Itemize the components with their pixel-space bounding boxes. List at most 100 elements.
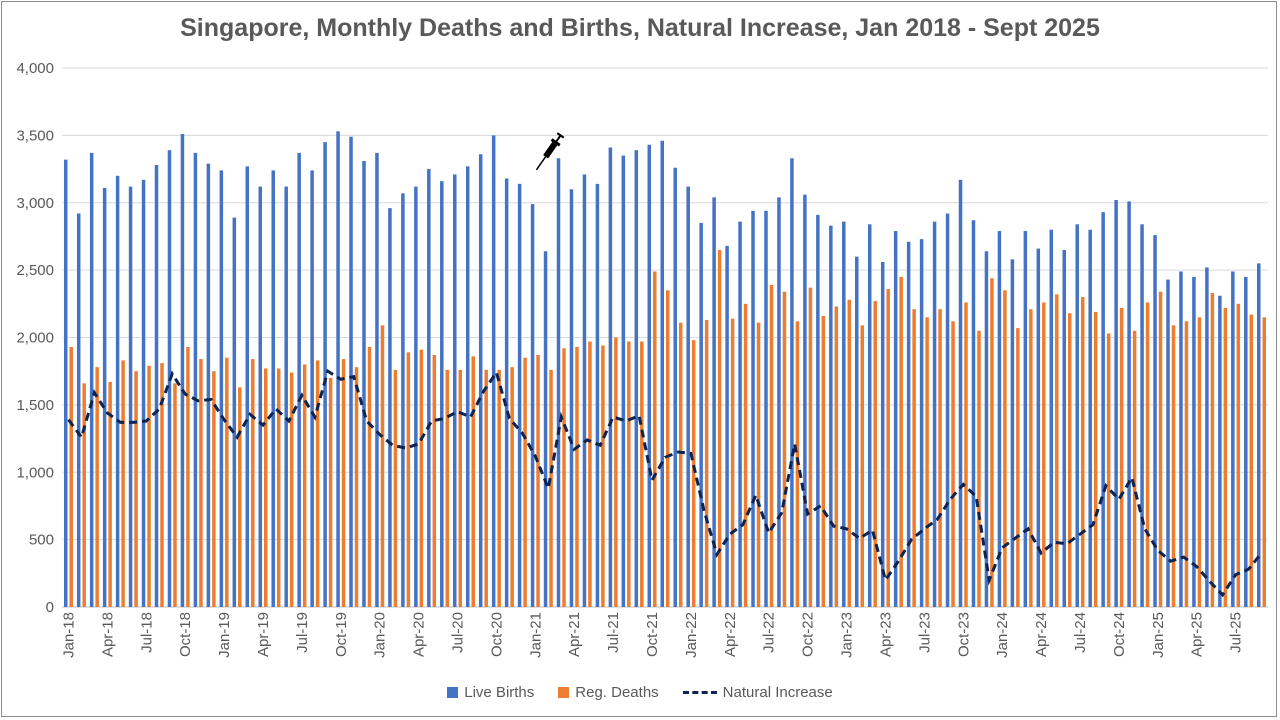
x-tick-label: Apr-25 bbox=[1189, 612, 1206, 657]
bar-live-births bbox=[388, 208, 392, 607]
bar-live-births bbox=[375, 152, 379, 607]
bar-reg-deaths bbox=[808, 287, 813, 607]
x-tick-label: Jan-24 bbox=[994, 612, 1011, 658]
bar-reg-deaths bbox=[497, 369, 501, 607]
bar-reg-deaths bbox=[1145, 302, 1150, 607]
bar-live-births bbox=[764, 210, 768, 607]
y-tick-label: 2,500 bbox=[16, 262, 54, 279]
bar-live-births bbox=[63, 159, 68, 607]
x-tick-label: Jan-19 bbox=[216, 612, 233, 658]
bar-live-births bbox=[1231, 271, 1235, 607]
bar-reg-deaths bbox=[1106, 333, 1111, 607]
bar-reg-deaths bbox=[1210, 293, 1215, 607]
bar-live-births bbox=[582, 174, 587, 607]
bar-reg-deaths bbox=[134, 371, 138, 607]
bar-live-births bbox=[932, 221, 937, 608]
bar-reg-deaths bbox=[367, 346, 372, 607]
bar-live-births bbox=[349, 136, 353, 607]
bar-reg-deaths bbox=[575, 346, 579, 607]
bar-reg-deaths bbox=[704, 319, 709, 607]
bar-reg-deaths bbox=[1119, 307, 1124, 607]
bar-reg-deaths bbox=[549, 369, 553, 607]
bar-reg-deaths bbox=[1184, 321, 1189, 607]
bar-reg-deaths bbox=[315, 360, 320, 607]
bar-reg-deaths bbox=[730, 318, 735, 607]
bar-reg-deaths bbox=[691, 340, 696, 607]
bar-reg-deaths bbox=[756, 322, 761, 607]
bar-reg-deaths bbox=[614, 337, 618, 607]
bar-live-births bbox=[141, 179, 146, 607]
bar-reg-deaths bbox=[484, 369, 488, 607]
bar-live-births bbox=[673, 167, 677, 607]
bar-live-births bbox=[543, 251, 548, 607]
bar-reg-deaths bbox=[471, 356, 475, 607]
bar-reg-deaths bbox=[225, 357, 229, 607]
bar-reg-deaths bbox=[458, 369, 463, 607]
bar-reg-deaths bbox=[108, 381, 112, 607]
line-natural-increase bbox=[67, 368, 1263, 598]
bar-reg-deaths bbox=[1093, 311, 1098, 607]
bar-live-births bbox=[958, 179, 963, 607]
bar-live-births bbox=[323, 142, 327, 608]
legend-swatch bbox=[558, 687, 570, 698]
bar-reg-deaths bbox=[588, 341, 592, 607]
bar-reg-deaths bbox=[264, 368, 268, 607]
bar-live-births bbox=[803, 194, 807, 608]
y-tick-label: 3,000 bbox=[16, 195, 54, 212]
bar-live-births bbox=[686, 186, 690, 607]
bar-live-births bbox=[362, 160, 366, 608]
bar-reg-deaths bbox=[1068, 313, 1072, 607]
bar-live-births bbox=[1179, 271, 1183, 607]
bar-reg-deaths bbox=[847, 299, 852, 607]
chart-title: Singapore, Monthly Deaths and Births, Na… bbox=[180, 14, 1100, 42]
bar-reg-deaths bbox=[199, 359, 203, 607]
bar-live-births bbox=[180, 134, 185, 607]
bar-live-births bbox=[1010, 259, 1015, 607]
bar-live-births bbox=[76, 213, 81, 607]
bar-reg-deaths bbox=[160, 363, 164, 607]
bar-live-births bbox=[1192, 276, 1196, 607]
x-tick-label: Oct-24 bbox=[1111, 612, 1128, 657]
x-tick-label: Oct-20 bbox=[488, 612, 505, 657]
bar-reg-deaths bbox=[276, 368, 281, 607]
bar-reg-deaths bbox=[147, 365, 151, 607]
bar-reg-deaths bbox=[821, 315, 826, 607]
bar-reg-deaths bbox=[289, 372, 294, 607]
bar-live-births bbox=[660, 140, 664, 607]
y-tick-label: 3,500 bbox=[16, 127, 54, 144]
bar-reg-deaths bbox=[627, 341, 631, 607]
bar-live-births bbox=[1049, 229, 1054, 607]
bar-reg-deaths bbox=[743, 303, 748, 607]
bar-live-births bbox=[453, 174, 457, 607]
bar-live-births bbox=[1036, 248, 1041, 607]
legend-item-natural-increase: Natural Increase bbox=[682, 684, 833, 701]
bar-reg-deaths bbox=[717, 249, 722, 607]
legend-label: Reg. Deaths bbox=[575, 684, 659, 701]
bar-live-births bbox=[517, 183, 522, 607]
x-tick-label: Jul-20 bbox=[450, 612, 467, 653]
x-tick-label: Jul-22 bbox=[761, 612, 778, 653]
bar-reg-deaths bbox=[1029, 309, 1033, 607]
bar-live-births bbox=[1166, 279, 1170, 607]
bar-live-births bbox=[465, 166, 470, 607]
x-tick-label: Jul-21 bbox=[605, 612, 622, 653]
bar-reg-deaths bbox=[640, 341, 644, 607]
bar-reg-deaths bbox=[860, 325, 865, 607]
bar-live-births bbox=[945, 213, 950, 607]
bar-reg-deaths bbox=[925, 317, 929, 607]
bar-live-births bbox=[427, 169, 431, 607]
bar-live-births bbox=[154, 165, 159, 607]
x-tick-label: Oct-22 bbox=[800, 612, 817, 657]
bar-reg-deaths bbox=[523, 357, 527, 607]
x-tick-label: Oct-23 bbox=[955, 612, 972, 657]
bar-reg-deaths bbox=[886, 288, 890, 607]
bar-reg-deaths bbox=[1055, 294, 1059, 607]
bar-live-births bbox=[258, 186, 262, 607]
bar-reg-deaths bbox=[1003, 290, 1007, 607]
x-tick-label: Jul-18 bbox=[138, 612, 155, 653]
bar-reg-deaths bbox=[653, 271, 657, 607]
bar-reg-deaths bbox=[238, 387, 242, 607]
x-tick-label: Oct-18 bbox=[177, 612, 194, 657]
bar-reg-deaths bbox=[1171, 325, 1176, 607]
